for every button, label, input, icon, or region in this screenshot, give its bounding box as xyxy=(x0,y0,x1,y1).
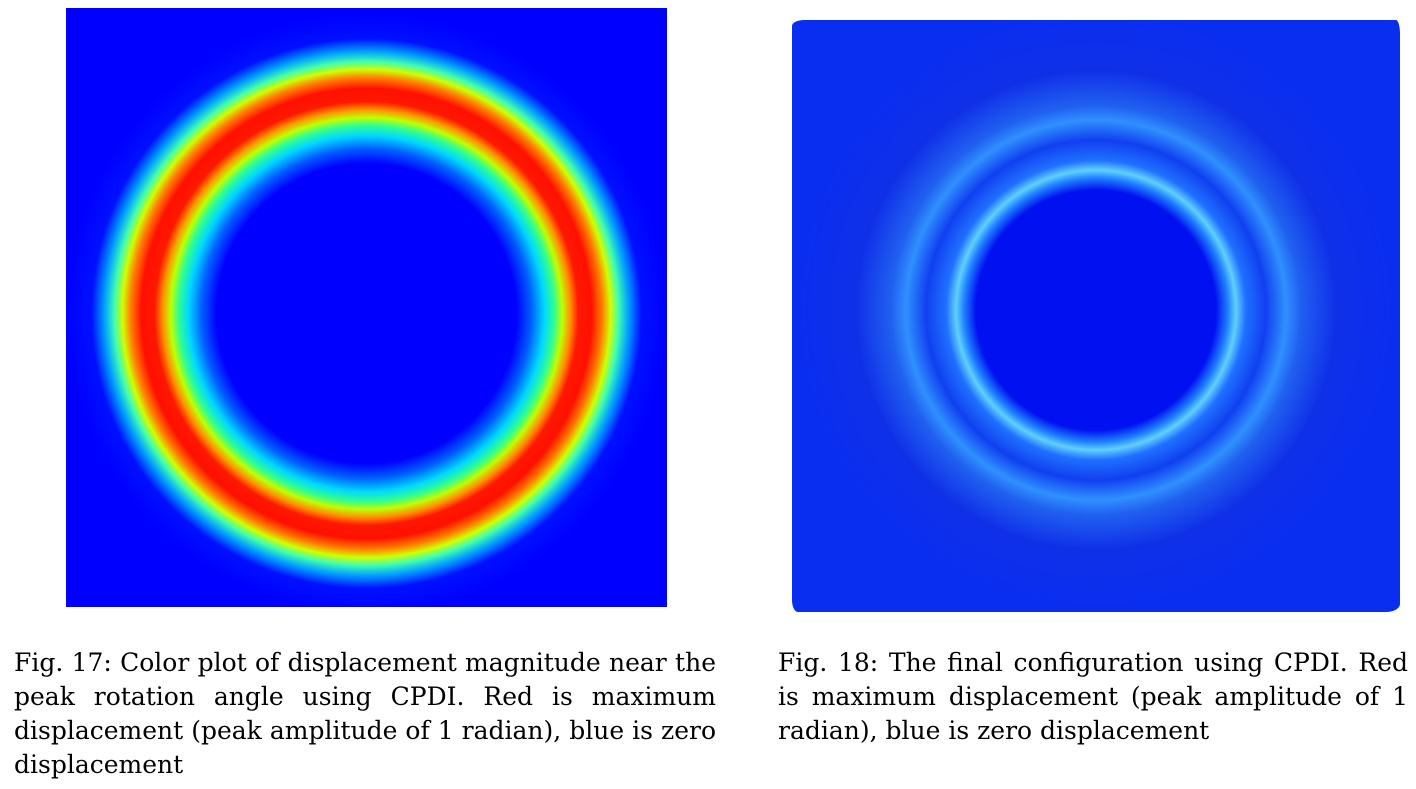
figure-18-final-configuration-plot xyxy=(792,20,1400,612)
figure-17-caption: Fig. 17: Color plot of displacement magn… xyxy=(14,648,716,779)
figure-18-caption: Fig. 18: The final configuration using C… xyxy=(778,648,1408,745)
figure-17-displacement-plot xyxy=(66,8,667,607)
